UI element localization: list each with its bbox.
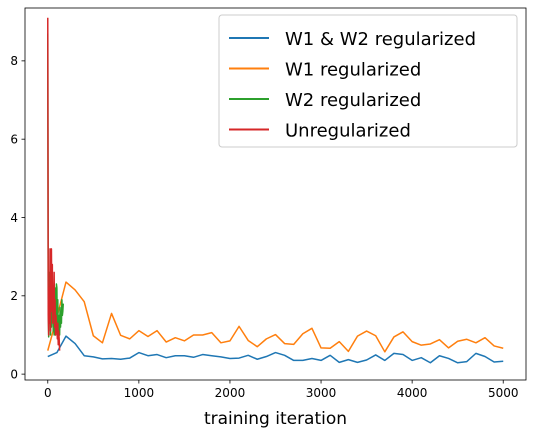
x-tick-label: 4000 [397,386,428,400]
series-line-4 [47,17,61,351]
plot-lines [47,17,504,364]
legend-box [218,14,518,148]
legend-label: W1 regularized [285,60,421,81]
legend: W1 & W2 regularized W1 regularized W2 regu… [218,14,518,148]
legend-label: W2 regularized [285,90,421,111]
x-tick-label: 2000 [215,386,246,400]
y-tick-label: 4 [10,211,18,225]
x-axis-label: training iteration [204,409,347,429]
x-tick-label: 3000 [306,386,337,400]
series-line-1 [47,335,504,364]
y-tick-label: 0 [10,367,18,381]
legend-label: W1 & W2 regularized [285,29,476,50]
y-tick-label: 2 [10,289,18,303]
y-tick-label: 8 [10,54,18,68]
y-tick-label: 6 [10,132,18,146]
plot-frame [24,7,527,381]
series-line-2 [47,281,504,353]
x-tick-label: 1000 [124,386,155,400]
x-tick-label: 0 [44,386,52,400]
x-tick-label: 5000 [488,386,519,400]
axes: 0 1000 2000 3000 4000 5000 0 2 4 6 8 [10,7,527,400]
legend-label: Unregularized [285,121,411,142]
